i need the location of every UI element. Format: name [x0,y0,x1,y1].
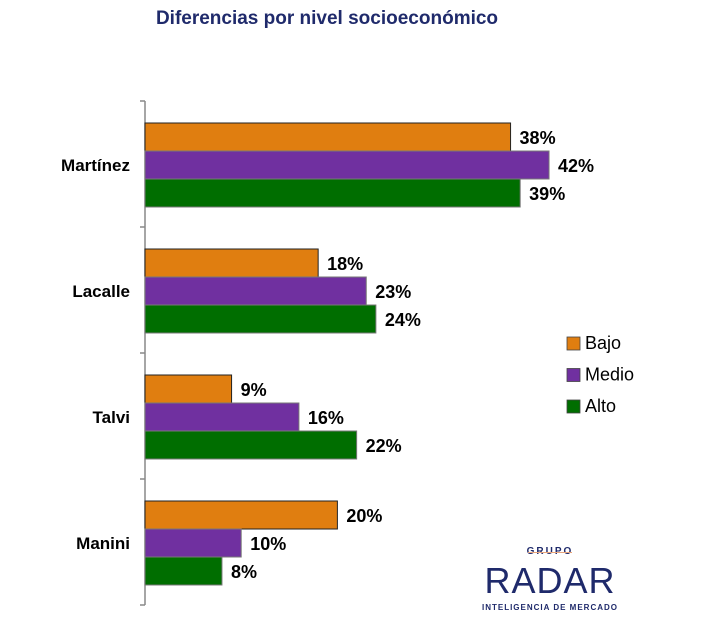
bar-bajo [144,248,319,278]
legend-swatch-alto [566,399,581,414]
category-label: Martínez [61,156,130,175]
data-label: 24% [385,310,421,330]
logo-top: GRUPO [470,546,630,559]
bar-medio [144,402,300,432]
data-label: 22% [366,436,402,456]
data-label: 18% [327,254,363,274]
data-label: 10% [250,534,286,554]
category-label: Talvi [93,408,130,427]
data-label: 23% [375,282,411,302]
legend-label: Alto [585,396,616,416]
legend-swatch-medio [566,368,581,382]
data-label: 9% [241,380,267,400]
grupo-radar-logo: GRUPO RADAR INTELIGENCIA DE MERCADO [470,546,630,614]
bar-alto [144,304,377,334]
data-label: 8% [231,562,257,582]
data-label: 39% [529,184,565,204]
bar-bajo [144,374,233,404]
logo-name: RADAR [484,560,616,601]
data-label: 16% [308,408,344,428]
bar-medio [144,528,242,558]
data-label: 42% [558,156,594,176]
legend-swatch-bajo [566,336,581,351]
data-label: 20% [346,506,382,526]
category-label: Manini [76,534,130,553]
bar-bajo [144,122,512,152]
logo-tagline: INTELIGENCIA DE MERCADO [481,603,619,612]
bar-medio [144,276,367,306]
legend-label: Medio [585,365,634,385]
bar-alto [144,430,358,460]
category-label: Lacalle [72,282,130,301]
bar-bajo [144,500,338,530]
bar-medio [144,150,550,180]
data-label: 38% [520,128,556,148]
chart-title: Diferencias por nivel socioeconómico [155,8,499,29]
bar-alto [144,556,223,586]
bar-alto [144,178,521,208]
legend-label: Bajo [585,333,621,353]
